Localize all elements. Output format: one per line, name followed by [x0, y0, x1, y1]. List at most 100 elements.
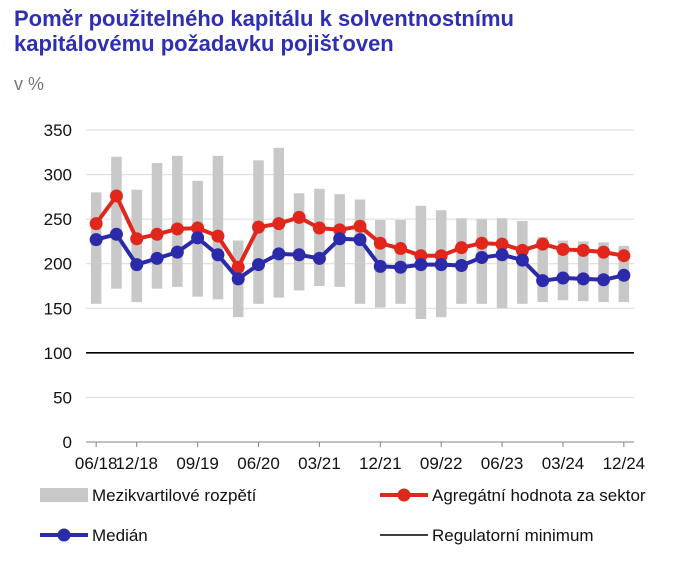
sector-aggregate-point-09/23	[515, 243, 529, 257]
median-point-12/22	[454, 258, 468, 272]
median-point-06/20	[252, 258, 266, 272]
sector-aggregate-point-09/24	[597, 245, 611, 259]
sector-aggregate-point-06/19	[170, 222, 184, 236]
sector-aggregate-point-09/19	[191, 221, 205, 235]
range-bar-03/19	[151, 162, 163, 289]
median-point-03/24	[556, 271, 570, 285]
range-bar-12/23	[537, 236, 548, 303]
median-point-06/24	[576, 272, 590, 286]
median-point-06/18	[89, 233, 103, 247]
median-point-09/23	[515, 253, 529, 267]
y-tick-label: 100	[44, 344, 72, 363]
median-point-09/19	[191, 231, 205, 245]
sector-aggregate-point-03/22	[394, 242, 408, 256]
sector-aggregate-point-12/19	[211, 229, 225, 243]
sector-aggregate-point-03/19	[150, 227, 164, 241]
range-bar-06/24	[577, 241, 589, 302]
sector-aggregate-point-09/18	[109, 189, 123, 203]
median-point-12/18	[130, 258, 144, 272]
median-point-03/23	[475, 250, 489, 264]
x-tick-label: 12/21	[359, 454, 402, 473]
sector-aggregate-point-06/23	[495, 237, 509, 251]
x-tick-label: 09/19	[176, 454, 219, 473]
range-bar-09/21	[354, 199, 366, 304]
legend-label: Agregátní hodnota za sektor	[432, 486, 646, 505]
sector-aggregate-point-12/23	[536, 237, 550, 251]
chart-title-line-1: Poměr použitelného kapitálu k solventnos…	[14, 6, 514, 31]
median-point-06/23	[495, 248, 509, 262]
legend-regulatory-minimum: Regulatorní minimum	[380, 526, 594, 545]
sector-aggregate-point-12/18	[130, 232, 144, 246]
sector-aggregate-point-06/18	[89, 217, 103, 231]
sector-aggregate-point-12/22	[454, 241, 468, 255]
median-point-12/24	[617, 268, 631, 282]
range-bar-12/18	[131, 189, 143, 303]
median-point-06/22	[414, 258, 428, 272]
legend-label: Regulatorní minimum	[432, 526, 594, 545]
sector-aggregate-point-03/23	[475, 236, 489, 250]
median-point-03/22	[394, 260, 408, 274]
median-point-09/20	[272, 247, 286, 261]
y-tick-label: 350	[44, 121, 72, 140]
x-tick-label: 06/20	[237, 454, 280, 473]
legend-marker	[57, 528, 71, 542]
sector-aggregate-point-03/21	[312, 221, 326, 235]
range-bar-06/19	[172, 155, 183, 287]
y-tick-label: 150	[44, 299, 72, 318]
sector-aggregate-point-06/24	[576, 243, 590, 257]
median-point-09/18	[109, 227, 123, 241]
y-tick-label: 300	[44, 166, 72, 185]
x-tick-label: 09/22	[420, 454, 463, 473]
legend-median: Medián	[40, 526, 148, 545]
x-tick-label: 06/18	[75, 454, 118, 473]
sector-aggregate-point-12/21	[373, 236, 387, 250]
sector-aggregate-point-12/24	[617, 249, 631, 263]
legend-swatch	[40, 488, 88, 502]
chart-title: Poměr použitelného kapitálu k solventnos…	[14, 6, 664, 56]
x-tick-label: 06/23	[481, 454, 524, 473]
range-bar-12/20	[293, 193, 305, 291]
median-point-06/21	[333, 232, 347, 246]
legend-interquartile-range: Mezikvartilové rozpětí	[40, 486, 257, 505]
sector-aggregate-point-06/21	[333, 223, 347, 237]
median-point-09/21	[353, 233, 367, 247]
y-tick-label: 50	[53, 388, 72, 407]
x-tick-label: 03/21	[298, 454, 341, 473]
sector-aggregate-point-06/20	[252, 220, 266, 234]
median-point-09/24	[597, 273, 611, 287]
legend-label: Mezikvartilové rozpětí	[92, 486, 257, 505]
x-tick-label: 12/18	[115, 454, 158, 473]
sector-aggregate-point-09/22	[434, 249, 448, 263]
sector-aggregate-point-09/20	[272, 217, 286, 231]
median-point-12/20	[292, 248, 306, 262]
range-bar-03/21	[314, 188, 325, 286]
sector-aggregate-point-09/21	[353, 219, 367, 233]
chart-title-line-2: kapitálovému požadavku pojišťoven	[14, 31, 394, 56]
unit-label: v %	[14, 74, 45, 94]
range-bar-09/18	[111, 156, 122, 289]
sector-aggregate-point-03/20	[231, 260, 245, 274]
y-tick-label: 200	[44, 255, 72, 274]
median-point-12/21	[373, 259, 387, 273]
median-point-09/22	[434, 258, 448, 272]
median-point-06/19	[170, 245, 184, 259]
median-point-12/23	[536, 274, 550, 288]
sector-aggregate-point-03/24	[556, 242, 570, 256]
range-bar-09/24	[598, 242, 609, 303]
x-tick-label: 03/24	[542, 454, 585, 473]
range-bar-12/19	[212, 155, 224, 300]
median-point-03/20	[231, 272, 245, 286]
range-bar-06/23	[496, 218, 508, 309]
legend-label: Medián	[92, 526, 148, 545]
legend-sector-aggregate: Agregátní hodnota za sektor	[380, 486, 646, 505]
range-bar-03/24	[557, 240, 569, 301]
median-point-03/21	[312, 251, 326, 265]
range-bar-06/18	[90, 192, 102, 304]
y-tick-label: 0	[63, 433, 72, 452]
sector-aggregate-point-12/20	[292, 210, 306, 224]
x-tick-label: 12/24	[603, 454, 646, 473]
sector-aggregate-point-06/22	[414, 249, 428, 263]
legend-marker	[397, 488, 411, 502]
median-point-03/19	[150, 251, 164, 265]
